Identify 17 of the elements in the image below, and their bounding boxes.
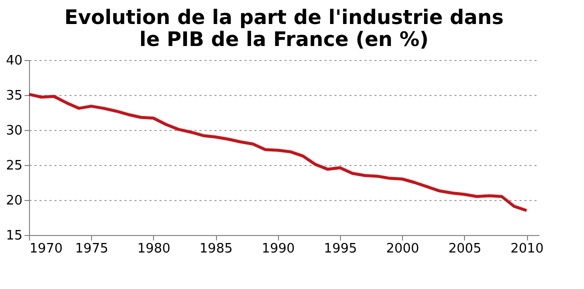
x-tick-label: 1975 bbox=[75, 242, 108, 256]
y-tick-label: 35 bbox=[6, 88, 22, 104]
line-series bbox=[28, 92, 528, 212]
x-tick-label: 1995 bbox=[324, 242, 358, 256]
x-tick-label: 2010 bbox=[510, 242, 544, 256]
y-tick-label: 30 bbox=[6, 124, 22, 138]
y-tick-label: 20 bbox=[6, 194, 22, 208]
x-tick-label: 1970 bbox=[30, 242, 63, 256]
chart-title: Evolution de la part de l'industrie dans le PIB de la France (en %) bbox=[64, 5, 504, 51]
x-tick-label: 2000 bbox=[386, 242, 420, 256]
x-tick-label: 1985 bbox=[200, 242, 233, 256]
x-tick-label: 1980 bbox=[137, 242, 170, 256]
y-tick-label: 25 bbox=[6, 158, 22, 174]
x-tick-label: 2005 bbox=[448, 242, 482, 256]
y-tick-label: 40 bbox=[6, 54, 22, 68]
x-tick-label: 1990 bbox=[262, 242, 295, 256]
y-tick-label: 15 bbox=[6, 228, 22, 244]
